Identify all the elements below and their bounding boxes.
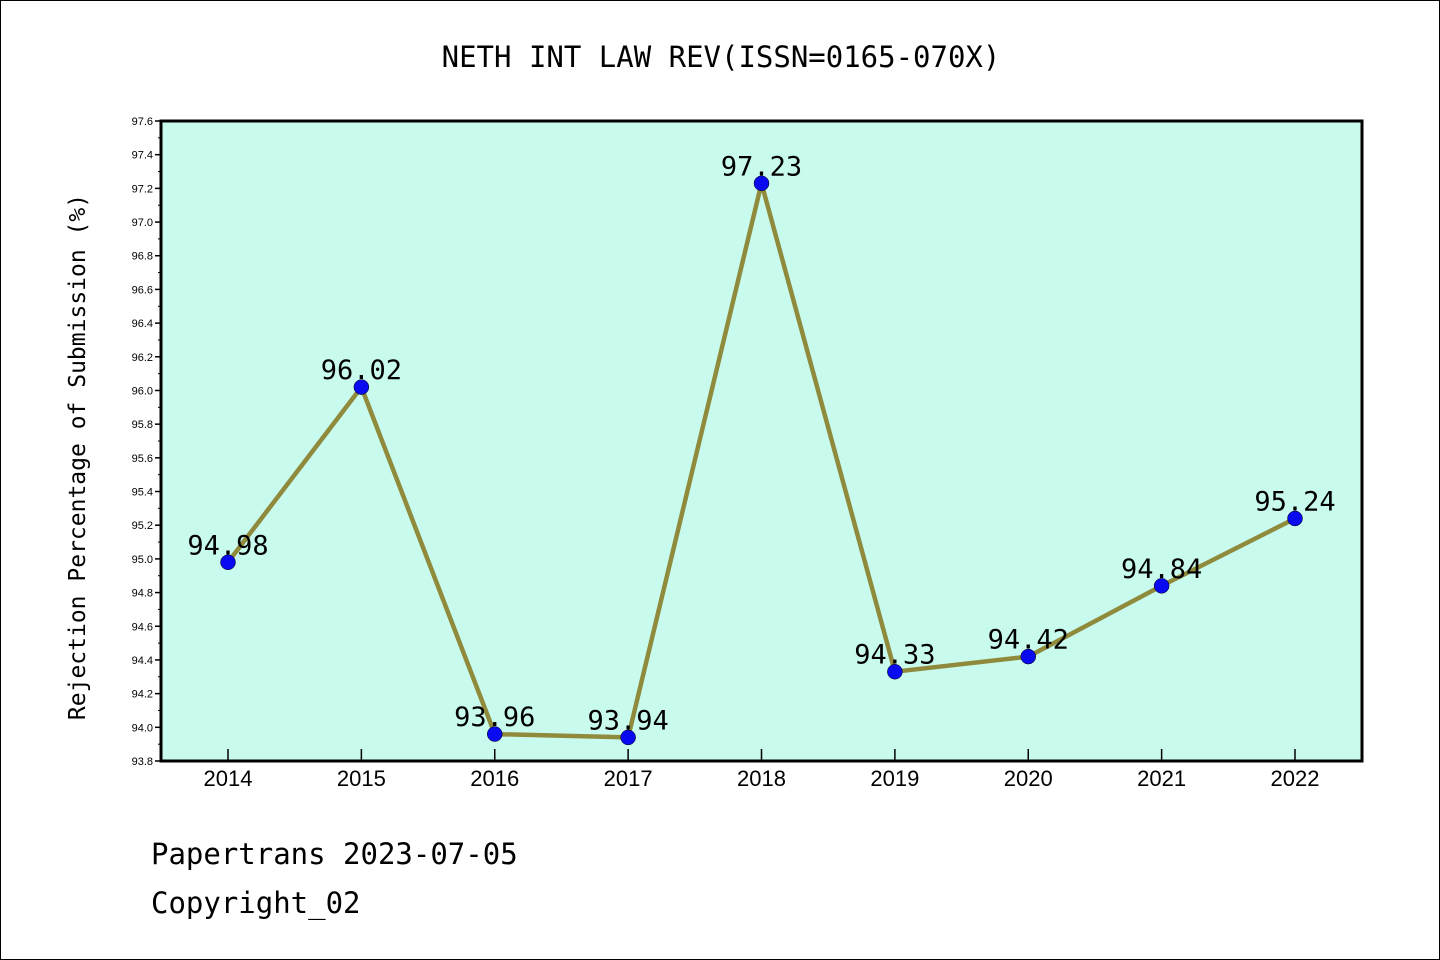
x-tick-label: 2022: [1271, 766, 1320, 791]
y-tick-label: 97.6: [132, 116, 153, 128]
data-point: [1020, 648, 1036, 665]
y-tick-label: 97.0: [132, 217, 153, 229]
y-tick-label: 93.8: [132, 756, 153, 768]
y-tick-label: 94.4: [132, 655, 153, 667]
data-label: 94.33: [854, 640, 935, 671]
data-point: [1153, 578, 1170, 594]
x-tick-label: 2018: [737, 766, 786, 791]
data-labels-group: 94.98 96.02 93.96 93.94 97.23 94.33 94.42 94.84…: [187, 151, 1335, 736]
y-tick-label: 96.2: [132, 352, 153, 364]
y-tick-label: 95.2: [132, 520, 153, 532]
y-tick-label: 97.2: [132, 183, 153, 195]
data-label: 95.24: [1254, 486, 1335, 517]
x-tick-label: 2014: [204, 766, 253, 791]
y-tick-label: 94.0: [132, 722, 153, 734]
data-label: 94.98: [187, 530, 268, 561]
y-tick-label: 95.0: [132, 554, 153, 566]
x-tick-label: 2019: [870, 766, 919, 791]
y-tick-label: 96.4: [132, 318, 153, 330]
y-axis-ticks: 93.8 94.0 94.2 94.4 94.6 94.8 95.0 95.2 95.4 95.6…: [132, 116, 161, 768]
x-tick-label: 2017: [604, 766, 653, 791]
plot-area: [159, 119, 1364, 763]
y-tick-label: 96.8: [132, 251, 153, 263]
x-tick-label: 2020: [1004, 766, 1053, 791]
series-group: [220, 175, 1303, 746]
data-point: [1287, 510, 1303, 527]
y-axis-label: Rejection Percentage of Submission (%): [65, 194, 91, 720]
y-tick-label: 95.4: [132, 487, 153, 499]
data-label: 96.02: [321, 355, 402, 386]
y-tick-label: 96.6: [132, 284, 153, 296]
footer-copyright: Copyright_02: [151, 886, 361, 920]
y-tick-label: 94.8: [132, 588, 153, 600]
data-label: 94.84: [1121, 554, 1202, 585]
y-tick-label: 97.4: [132, 150, 153, 162]
data-point: [353, 379, 370, 395]
data-label: 93.94: [587, 705, 668, 736]
data-point: [220, 554, 236, 571]
data-point: [753, 175, 770, 192]
data-point: [620, 729, 636, 746]
y-tick-label: 94.6: [132, 621, 153, 633]
x-axis-ticks: 2014 2015 2016 2017 2018 2019 2020 2021 2022: [204, 749, 1320, 791]
data-point: [887, 663, 903, 680]
y-tick-label: 95.8: [132, 419, 153, 431]
data-label: 97.23: [721, 151, 802, 182]
data-label: 93.96: [454, 702, 535, 733]
footer-date: Papertrans 2023-07-05: [151, 837, 518, 871]
x-tick-label: 2021: [1137, 766, 1186, 791]
chart-title: NETH INT LAW REV(ISSN=0165-070X): [442, 40, 1001, 74]
x-tick-label: 2015: [337, 766, 386, 791]
data-label: 94.42: [988, 625, 1069, 656]
data-point: [487, 726, 503, 742]
y-tick-label: 96.0: [132, 385, 153, 397]
y-tick-label: 94.2: [132, 689, 153, 701]
x-tick-label: 2016: [470, 766, 519, 791]
y-tick-label: 95.6: [132, 453, 153, 465]
